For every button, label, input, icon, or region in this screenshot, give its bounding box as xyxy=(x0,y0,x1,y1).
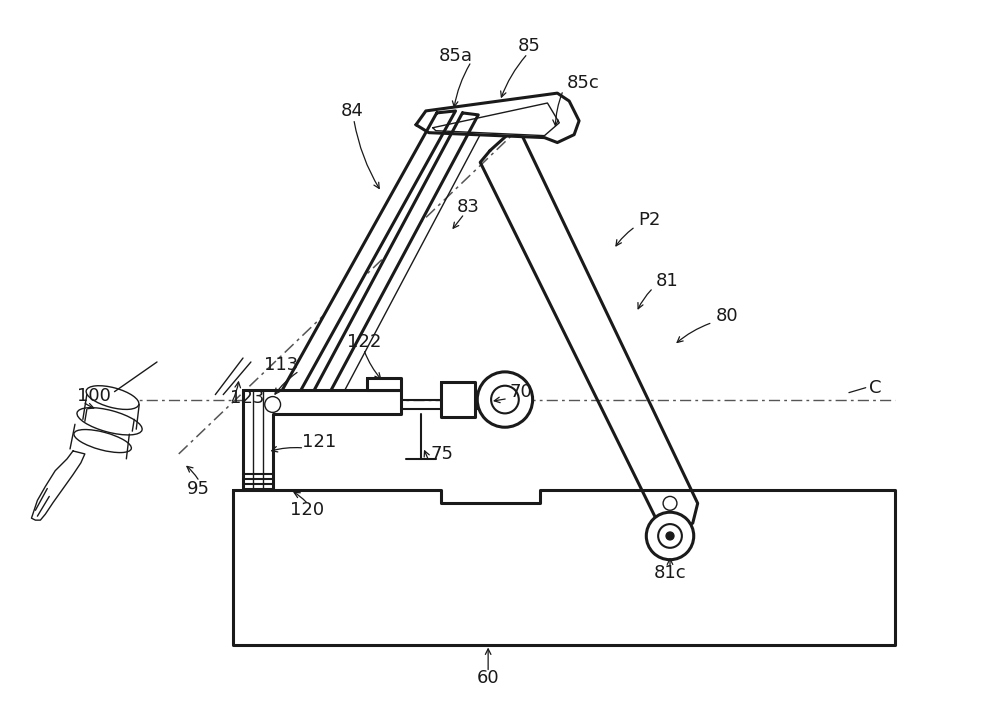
Circle shape xyxy=(658,524,682,548)
Text: 60: 60 xyxy=(477,669,499,687)
Polygon shape xyxy=(441,382,475,417)
Text: 100: 100 xyxy=(77,386,111,404)
Text: 95: 95 xyxy=(187,479,210,497)
Text: 80: 80 xyxy=(715,307,738,324)
Polygon shape xyxy=(480,131,698,528)
Polygon shape xyxy=(243,390,401,489)
Text: 81: 81 xyxy=(656,272,679,290)
Text: 123: 123 xyxy=(230,388,265,406)
Ellipse shape xyxy=(86,386,139,409)
Text: 85a: 85a xyxy=(438,46,472,64)
Polygon shape xyxy=(269,111,456,414)
Text: 83: 83 xyxy=(457,198,480,216)
Text: 81c: 81c xyxy=(654,564,686,581)
Circle shape xyxy=(265,396,281,412)
Text: C: C xyxy=(869,378,881,396)
Ellipse shape xyxy=(74,430,131,453)
Circle shape xyxy=(491,386,519,414)
Polygon shape xyxy=(31,451,85,520)
Text: P2: P2 xyxy=(638,211,661,229)
Text: 113: 113 xyxy=(264,356,298,374)
Circle shape xyxy=(477,372,533,427)
Circle shape xyxy=(663,497,677,510)
Text: 70: 70 xyxy=(510,383,533,401)
Polygon shape xyxy=(367,378,401,390)
Text: 85: 85 xyxy=(518,37,541,55)
Polygon shape xyxy=(302,113,478,414)
Text: 122: 122 xyxy=(347,334,382,351)
Text: 75: 75 xyxy=(431,445,454,463)
Text: 85c: 85c xyxy=(567,74,600,92)
Polygon shape xyxy=(233,490,895,645)
Ellipse shape xyxy=(77,408,142,435)
Circle shape xyxy=(666,532,674,540)
Text: 84: 84 xyxy=(340,102,363,120)
Text: 121: 121 xyxy=(302,433,337,451)
Polygon shape xyxy=(416,93,579,142)
Circle shape xyxy=(646,512,694,560)
Text: 120: 120 xyxy=(290,501,324,519)
